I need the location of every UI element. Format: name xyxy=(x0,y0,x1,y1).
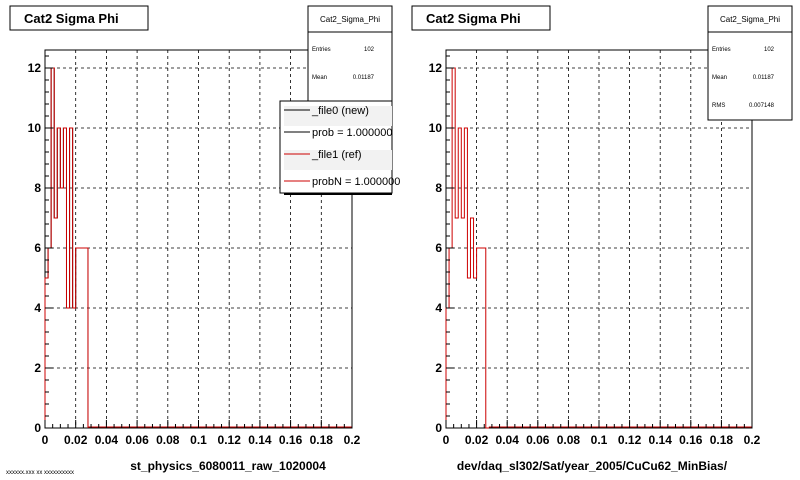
legend-item-probn: probN = 1.000000 xyxy=(312,176,400,188)
right-stats-box xyxy=(707,5,793,121)
right-y-ticks: 0 2 4 6 8 10 12 xyxy=(429,55,454,435)
x-tick-label: 0.18 xyxy=(710,433,734,447)
x-tick-label: 0.06 xyxy=(125,433,149,447)
left-mean-value: 0.01187 xyxy=(353,75,375,81)
right-title: Cat2 Sigma Phi xyxy=(426,11,521,26)
right-entries-value: 102 xyxy=(764,47,775,53)
y-tick-label: 4 xyxy=(435,301,442,315)
y-tick-label: 2 xyxy=(435,361,442,375)
right-mean-label: Mean xyxy=(712,75,727,81)
x-tick-label: 0.12 xyxy=(618,433,642,447)
y-tick-label: 12 xyxy=(28,61,42,75)
x-tick-label: 0.1 xyxy=(190,433,207,447)
y-tick-label: 10 xyxy=(28,121,42,135)
x-tick-label: 0.08 xyxy=(156,433,180,447)
left-y-ticks: 0 2 4 6 8 10 12 xyxy=(28,55,53,435)
legend-item-ref: _file1 (ref) xyxy=(311,149,362,161)
x-tick-label: 0.08 xyxy=(557,433,581,447)
x-tick-label: 0.16 xyxy=(679,433,703,447)
right-title-box xyxy=(411,5,551,31)
right-rms-value: 0.007148 xyxy=(749,103,775,109)
y-tick-label: 2 xyxy=(34,361,41,375)
x-tick-label: 0.14 xyxy=(649,433,673,447)
footer-text: xxxxxx.xxx xx xxxxxxxxxx xyxy=(6,470,74,476)
left-x-label: st_physics_6080011_raw_1020004 xyxy=(130,459,326,473)
left-mean-label: Mean xyxy=(312,75,327,81)
left-entries-label: Entries xyxy=(312,47,331,53)
left-x-ticks: 0 0.02 0.04 0.06 0.08 0.1 0.12 0.14 0.16 0.18 0.2 xyxy=(42,420,361,447)
x-tick-label: 0.02 xyxy=(465,433,489,447)
left-stats-box xyxy=(307,5,393,117)
x-tick-label: 0.1 xyxy=(591,433,608,447)
legend-item-prob: prob = 1.000000 xyxy=(312,127,392,139)
y-tick-label: 8 xyxy=(435,181,442,195)
x-tick-label: 0 xyxy=(42,433,49,447)
right-stats-name: Cat2_Sigma_Phi xyxy=(720,15,780,24)
y-tick-label: 0 xyxy=(34,421,41,435)
left-title-box xyxy=(9,5,149,31)
x-tick-label: 0.16 xyxy=(279,433,303,447)
x-tick-label: 0.14 xyxy=(248,433,272,447)
y-tick-label: 6 xyxy=(34,241,41,255)
y-tick-label: 4 xyxy=(34,301,41,315)
x-tick-label: 0.2 xyxy=(744,433,761,447)
y-tick-label: 8 xyxy=(34,181,41,195)
x-tick-label: 0.06 xyxy=(526,433,550,447)
x-tick-label: 0.2 xyxy=(344,433,361,447)
right-entries-label: Entries xyxy=(712,47,731,53)
y-tick-label: 12 xyxy=(429,61,443,75)
x-tick-label: 0 xyxy=(443,433,450,447)
right-grid xyxy=(446,50,752,428)
y-tick-label: 10 xyxy=(429,121,443,135)
x-tick-label: 0.02 xyxy=(64,433,88,447)
left-stats-name: Cat2_Sigma_Phi xyxy=(320,15,380,24)
right-rms-label: RMS xyxy=(712,103,725,109)
x-tick-label: 0.18 xyxy=(310,433,334,447)
right-x-label: dev/daq_sl302/Sat/year_2005/CuCu62_MinBi… xyxy=(457,459,728,473)
x-tick-label: 0.04 xyxy=(95,433,119,447)
left-panel: Cat2 Sigma Phi 0 0.02 0.04 0.06 0.08 0.1 0.12 0… xyxy=(9,5,400,473)
right-mean-value: 0.01187 xyxy=(753,75,775,81)
left-title: Cat2 Sigma Phi xyxy=(24,11,119,26)
x-tick-label: 0.04 xyxy=(496,433,520,447)
right-x-ticks: 0 0.02 0.04 0.06 0.08 0.1 0.12 0.14 0.16 0.18 0.2 xyxy=(443,420,761,447)
x-tick-label: 0.12 xyxy=(218,433,242,447)
right-panel: Cat2 Sigma Phi 0 0.02 0.04 0.06 0.08 0.1 0.12 0… xyxy=(411,5,793,473)
left-entries-value: 102 xyxy=(364,47,375,53)
y-tick-label: 6 xyxy=(435,241,442,255)
y-tick-label: 0 xyxy=(435,421,442,435)
legend-item-new: _file0 (new) xyxy=(311,105,369,117)
